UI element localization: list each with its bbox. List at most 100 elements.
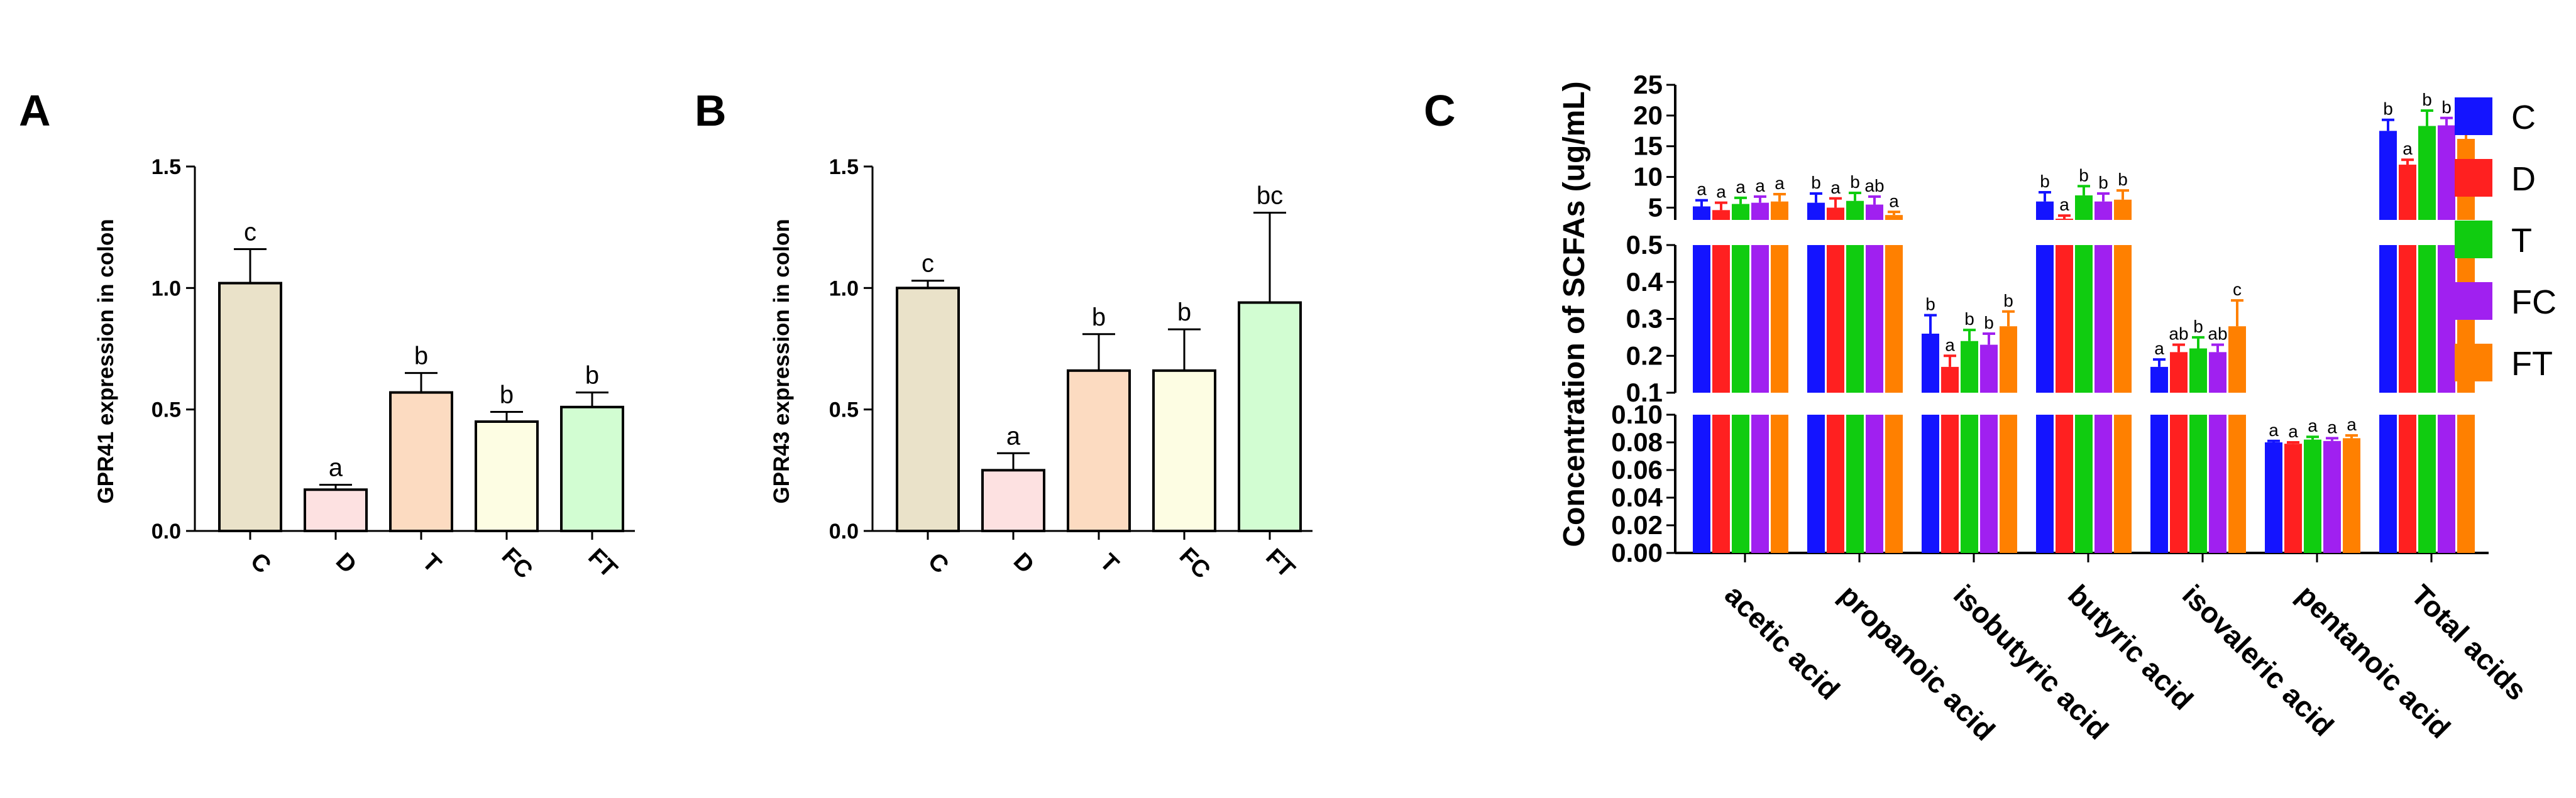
panel-c-ytick-label: 0.4 bbox=[1626, 267, 1663, 297]
panel-c-bar-FC bbox=[1980, 344, 1998, 393]
panel-a-ytick-label: 0.5 bbox=[151, 398, 181, 422]
panel-c-letter-T: b bbox=[1850, 172, 1860, 192]
panel-c-bar-FT bbox=[2457, 415, 2475, 553]
panel-a-letter-FT: b bbox=[585, 362, 599, 390]
panel-a-bar-FC bbox=[475, 420, 539, 532]
panel-b-bar-C bbox=[896, 287, 960, 532]
panel-c-ytick-label: 10 bbox=[1633, 162, 1663, 192]
panel-c-letter-FC: b bbox=[1984, 313, 1994, 332]
panel-c-bar-FC bbox=[2438, 415, 2455, 553]
panel-c-bar-C bbox=[2036, 201, 2054, 220]
panel-c-bar-FC bbox=[1751, 415, 1769, 553]
panel-c-bar-FC bbox=[1751, 245, 1769, 393]
panel-c-xtick-label: Total acids bbox=[2405, 578, 2533, 706]
panel-c-bar-FC bbox=[2323, 440, 2341, 553]
panel-c-letter-C: a bbox=[2154, 339, 2164, 358]
legend-label-FT: FT bbox=[2511, 345, 2553, 383]
panel-b-ytick-label: 0.0 bbox=[829, 520, 859, 544]
panel-c-bar-C bbox=[2150, 366, 2168, 393]
panel-c-bar-D bbox=[2399, 415, 2416, 553]
panel-c-ytick-label: 15 bbox=[1633, 131, 1663, 161]
panel-c-letter-D: a bbox=[2403, 139, 2413, 158]
panel-c-bar-FT bbox=[1885, 415, 1903, 553]
panel-b-ytick-label: 1.5 bbox=[829, 155, 859, 179]
legend-label-C: C bbox=[2511, 99, 2536, 136]
panel-b-letter-FT: bc bbox=[1257, 182, 1283, 209]
panel-b-xtick-label-FT: FT bbox=[1260, 544, 1300, 583]
panel-c-bar-FT bbox=[2114, 415, 2132, 553]
panel-c-letter-T: a bbox=[2308, 416, 2318, 435]
panel-c-bar-FT bbox=[2114, 245, 2132, 393]
panel-c-letter-T: b bbox=[2193, 317, 2203, 336]
panel-c-bar-FT bbox=[1771, 201, 1788, 220]
panel-c-bar-C bbox=[1922, 334, 1939, 393]
panel-c-ytick-label: 0.02 bbox=[1611, 510, 1663, 540]
panel-c-ytick-label: 0.3 bbox=[1626, 304, 1663, 334]
panel-c-letter-C: a bbox=[1697, 180, 1707, 199]
panel-c-bar-T bbox=[1961, 341, 1978, 393]
panel-c-letter-FC: ab bbox=[1864, 176, 1884, 195]
panel-c-bar-D bbox=[2170, 352, 2188, 393]
panel-c-bar-T bbox=[1732, 245, 1749, 393]
panel-label-a: A bbox=[19, 86, 51, 135]
panel-c-bar-C bbox=[1807, 202, 1825, 220]
panel-c-bar-T bbox=[2075, 415, 2093, 553]
panel-a-xtick-label-FT: FT bbox=[583, 544, 622, 583]
panel-c-letter-FT: b bbox=[2118, 170, 2128, 189]
panel-c-ytick-label: 0.5 bbox=[1626, 230, 1663, 260]
panel-c-letter-C: b bbox=[2040, 172, 2050, 191]
panel-c-bar-D bbox=[2399, 245, 2416, 393]
panel-b-bar-D bbox=[981, 469, 1045, 532]
panel-c-ytick-label: 0.00 bbox=[1611, 538, 1663, 567]
panel-c-letter-T: a bbox=[1736, 177, 1746, 197]
panel-c-bar-C bbox=[2150, 415, 2168, 553]
panel-c-letter-C: a bbox=[2269, 420, 2279, 440]
panel-a-ytick-label: 1.5 bbox=[151, 155, 181, 179]
panel-c-letter-FC: ab bbox=[2208, 324, 2227, 344]
panel-b-letter-C: c bbox=[922, 250, 934, 278]
panel-a-letter-C: c bbox=[244, 218, 256, 246]
panel-c-bar-D bbox=[2170, 415, 2188, 553]
panel-c-letter-FT: a bbox=[2347, 415, 2357, 434]
panel-c-bar-FT bbox=[2000, 415, 2017, 553]
legend-label-T: T bbox=[2511, 222, 2532, 260]
panel-c-letter-FC: a bbox=[1755, 176, 1765, 195]
panel-c-letter-D: ab bbox=[2169, 324, 2188, 344]
panel-c-letter-D: a bbox=[2288, 422, 2298, 441]
panel-c-bar-D bbox=[1941, 415, 1959, 553]
panel-c-letter-FT: a bbox=[1775, 173, 1785, 193]
panel-a-xtick-label-FC: FC bbox=[497, 543, 538, 584]
panel-c-bar-FC bbox=[2209, 415, 2226, 553]
panel-a-ytick-label: 0.0 bbox=[151, 520, 181, 544]
panel-c-bar-FT bbox=[2000, 326, 2017, 393]
panel-c-bar-D bbox=[1712, 415, 1730, 553]
panel-c-bar-T bbox=[1732, 415, 1749, 553]
panel-b-ylabel: GPR43 expression in colon bbox=[769, 219, 794, 503]
legend-label-D: D bbox=[2511, 160, 2536, 198]
panel-c-bar-C bbox=[1807, 415, 1825, 553]
panel-c-letter-FT: c bbox=[2233, 280, 2242, 299]
panel-c-bar-T bbox=[1846, 415, 1864, 553]
panel-c-letter-C: b bbox=[1811, 173, 1821, 192]
panel-c-bar-D bbox=[1827, 415, 1844, 553]
panel-c-letter-T: b bbox=[1964, 309, 1974, 329]
legend-swatch-C bbox=[2455, 97, 2492, 135]
panel-c-ytick-label: 0.10 bbox=[1611, 400, 1663, 429]
panel-label-b: B bbox=[695, 86, 727, 135]
panel-c-letter-T: b bbox=[2079, 165, 2089, 185]
panel-c-bar-T bbox=[2418, 126, 2436, 220]
panel-c-bar-C bbox=[2036, 245, 2054, 393]
panel-c-bar-T bbox=[2189, 415, 2207, 553]
panel-c-bar-C bbox=[2379, 415, 2397, 553]
panel-c-ytick-label: 0.06 bbox=[1611, 455, 1663, 484]
panel-c-ytick-label: 20 bbox=[1633, 101, 1663, 130]
panel-b-xtick-label-D: D bbox=[1008, 548, 1039, 579]
panel-c-bar-FC bbox=[1866, 245, 1883, 393]
panel-c-letter-FC: a bbox=[2327, 417, 2337, 437]
panel-c-bar-T bbox=[2075, 245, 2093, 393]
legend-swatch-T bbox=[2455, 221, 2492, 258]
panel-c-ylabel: Concentration of SCFAs (ug/mL) bbox=[1558, 81, 1591, 547]
panel-b-chart: 0.0 0.5 1.0 1.5 c Ca Db Tb FC bc FT bbox=[829, 155, 1313, 584]
panel-c-bar-FC bbox=[1980, 415, 1998, 553]
